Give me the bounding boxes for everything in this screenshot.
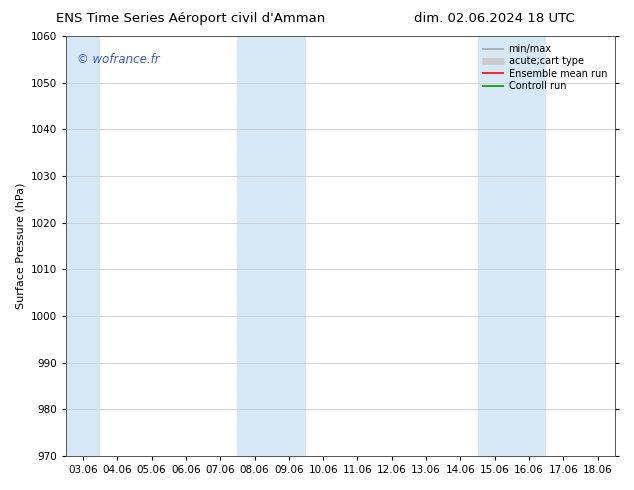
Legend: min/max, acute;cart type, Ensemble mean run, Controll run: min/max, acute;cart type, Ensemble mean … xyxy=(479,41,610,94)
Bar xyxy=(477,36,547,456)
Bar xyxy=(66,36,100,456)
Text: © wofrance.fr: © wofrance.fr xyxy=(77,53,159,66)
Text: ENS Time Series Aéroport civil d'Amman: ENS Time Series Aéroport civil d'Amman xyxy=(56,12,325,25)
Bar xyxy=(237,36,306,456)
Text: dim. 02.06.2024 18 UTC: dim. 02.06.2024 18 UTC xyxy=(414,12,575,25)
Y-axis label: Surface Pressure (hPa): Surface Pressure (hPa) xyxy=(15,183,25,309)
